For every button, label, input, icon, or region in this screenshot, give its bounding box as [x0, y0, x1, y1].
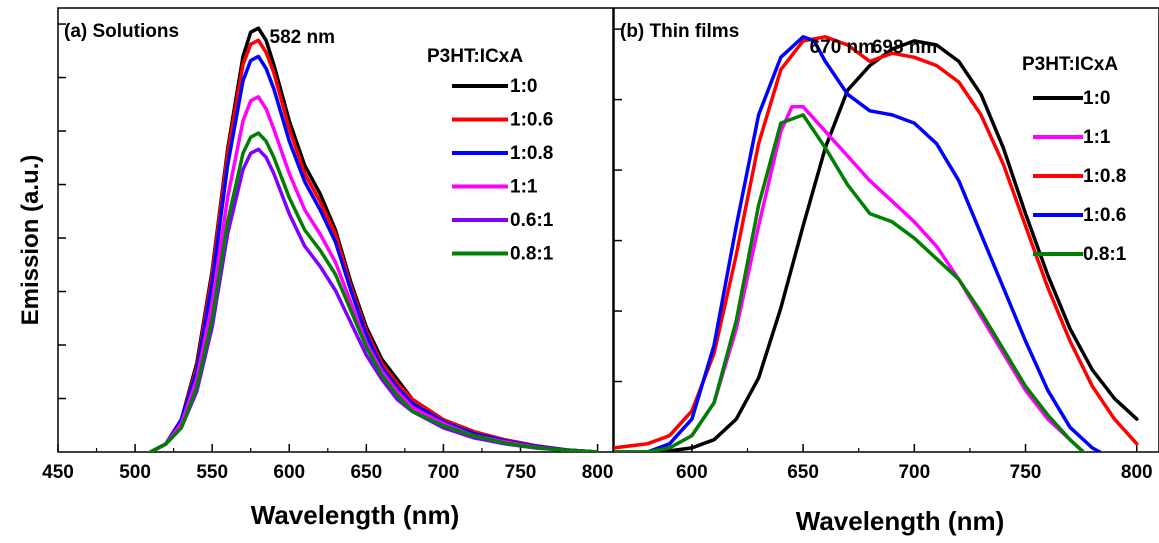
y-axis-label: Emission (a.u.)	[17, 155, 44, 326]
x-axis-label: Wavelength (nm)	[251, 500, 459, 530]
x-tick-label: 650	[350, 462, 382, 483]
legend-label: 1:0	[1083, 88, 1110, 109]
x-tick-label: 600	[273, 462, 305, 483]
panel-a-solutions: 450 500 550 600 650 700 750 800 (a) Solutions 582…	[42, 8, 613, 530]
x-tick-label: 800	[582, 462, 614, 483]
legend-title: P3HT:ICxA	[427, 46, 523, 67]
x-tick-label: 500	[119, 462, 151, 483]
x-tick-label: 650	[787, 462, 819, 483]
x-tick-label: 600	[676, 462, 708, 483]
x-axis-label: Wavelength (nm)	[796, 506, 1004, 536]
legend-label: 1:0.8	[1083, 166, 1126, 187]
panel-title: (a) Solutions	[64, 21, 179, 42]
legend-label: 1:0.6	[510, 110, 553, 131]
legend-label: 0.6:1	[510, 210, 554, 231]
peak-annotation: 670 nm	[810, 37, 875, 58]
legend-label: 1:0	[510, 76, 537, 97]
peak-annotation: 698 nm	[872, 37, 937, 58]
legend-label: 1:1	[510, 177, 538, 198]
x-tick-label: 800	[1121, 462, 1153, 483]
series-line-1-0	[647, 41, 1136, 452]
series-group	[614, 37, 1137, 460]
legend: P3HT:ICxA 1:0 1:0.6 1:0.8 1:1 0.6:1 0.8:1	[427, 46, 554, 265]
peak-annotation: 582 nm	[270, 27, 335, 48]
x-tick-label: 450	[42, 462, 74, 483]
x-tick-label: 750	[505, 462, 537, 483]
x-tick-label: 550	[196, 462, 228, 483]
legend-label: 1:0.8	[510, 143, 553, 164]
series-line-1-1	[614, 107, 1092, 461]
panel-title: (b) Thin films	[620, 21, 739, 42]
legend-label: 0.8:1	[1083, 244, 1127, 265]
legend-title: P3HT:ICxA	[1022, 54, 1118, 75]
legend-label: 1:0.6	[1083, 205, 1126, 226]
legend: P3HT:ICxA 1:0 1:1 1:0.8 1:0.6 0.8:1	[1022, 54, 1127, 265]
legend-label: 1:1	[1083, 127, 1111, 148]
x-tick-label: 750	[1010, 462, 1042, 483]
legend-label: 0.8:1	[510, 244, 554, 265]
series-line-0-8-1	[614, 115, 1092, 460]
x-tick-label: 700	[428, 462, 460, 483]
x-tick-label: 700	[898, 462, 930, 483]
